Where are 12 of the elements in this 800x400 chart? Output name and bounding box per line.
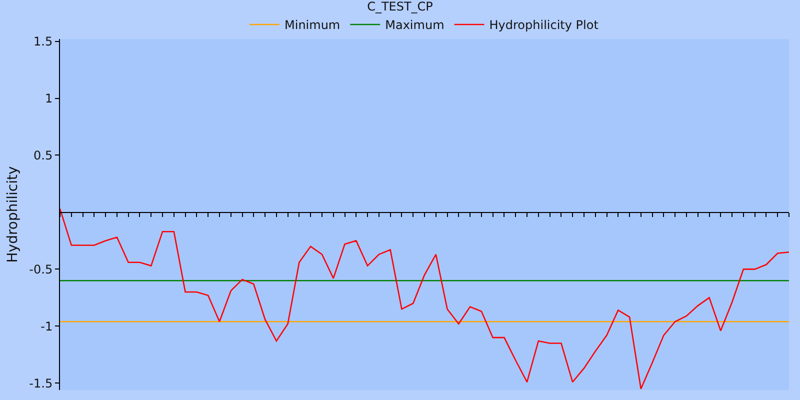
y-tick-label: 0.5 bbox=[34, 148, 53, 162]
y-axis-title: Hydrophilicity bbox=[4, 166, 21, 263]
legend-label: Minimum bbox=[284, 18, 340, 32]
y-tick-label: -0.5 bbox=[29, 262, 53, 276]
y-tick-label: 1 bbox=[44, 91, 53, 106]
y-tick-label: -1.5 bbox=[29, 376, 53, 390]
legend-label: Maximum bbox=[385, 18, 444, 32]
legend-label: Hydrophilicity Plot bbox=[489, 18, 599, 32]
line-series bbox=[60, 208, 789, 390]
y-tick-label: -1 bbox=[40, 319, 53, 334]
y-tick-label: 1.5 bbox=[34, 34, 53, 48]
chart-title: C_TEST_CP bbox=[367, 0, 433, 14]
